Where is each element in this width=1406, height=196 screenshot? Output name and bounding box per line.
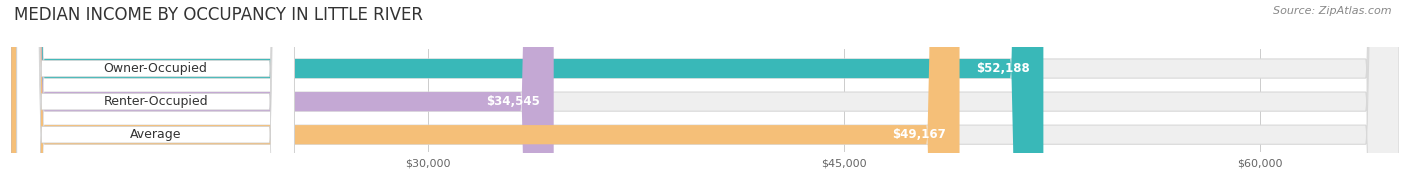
FancyBboxPatch shape bbox=[11, 0, 1399, 196]
Text: $34,545: $34,545 bbox=[486, 95, 540, 108]
FancyBboxPatch shape bbox=[11, 0, 1043, 196]
FancyBboxPatch shape bbox=[11, 0, 1399, 196]
Text: Owner-Occupied: Owner-Occupied bbox=[104, 62, 208, 75]
FancyBboxPatch shape bbox=[17, 0, 294, 196]
FancyBboxPatch shape bbox=[11, 0, 959, 196]
Text: $49,167: $49,167 bbox=[891, 128, 946, 141]
FancyBboxPatch shape bbox=[17, 0, 294, 196]
FancyBboxPatch shape bbox=[11, 0, 554, 196]
FancyBboxPatch shape bbox=[11, 0, 1399, 196]
FancyBboxPatch shape bbox=[17, 0, 294, 196]
Text: Renter-Occupied: Renter-Occupied bbox=[103, 95, 208, 108]
Text: Source: ZipAtlas.com: Source: ZipAtlas.com bbox=[1274, 6, 1392, 16]
Text: $52,188: $52,188 bbox=[976, 62, 1029, 75]
Text: Average: Average bbox=[129, 128, 181, 141]
Text: MEDIAN INCOME BY OCCUPANCY IN LITTLE RIVER: MEDIAN INCOME BY OCCUPANCY IN LITTLE RIV… bbox=[14, 6, 423, 24]
